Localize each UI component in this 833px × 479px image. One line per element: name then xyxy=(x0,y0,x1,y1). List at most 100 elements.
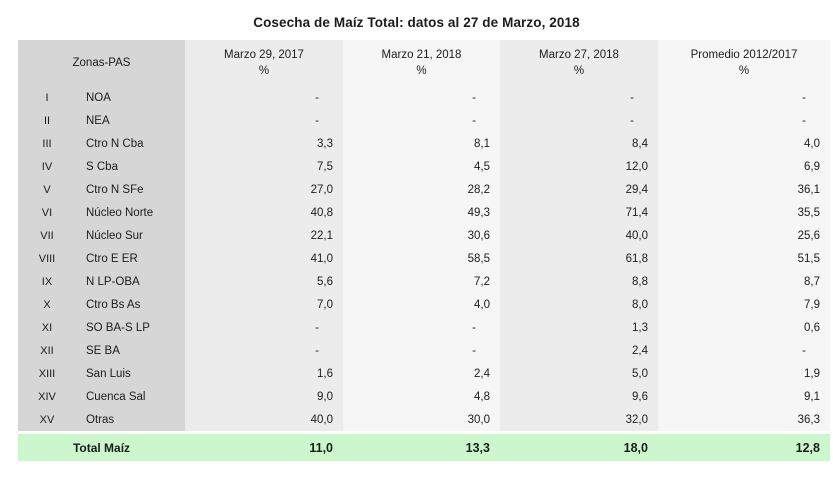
value-cell: 9,0 xyxy=(185,385,343,408)
value-cell: 7,5 xyxy=(185,155,343,178)
value-cell: 28,2 xyxy=(343,178,500,201)
zone-cell: II NEA xyxy=(18,109,185,132)
column-header-marzo-29-2017: Marzo 29, 2017 % xyxy=(185,40,343,86)
total-value-cell: 18,0 xyxy=(500,431,658,461)
zone-cell: VI Núcleo Norte xyxy=(18,201,185,224)
value-cell: 0,6 xyxy=(658,316,830,339)
value-cell: 30,6 xyxy=(343,224,500,247)
value-cell: 32,0 xyxy=(500,408,658,433)
value-cell: 2,4 xyxy=(500,339,658,362)
table-row: I NOA - - - - xyxy=(18,86,830,109)
total-value-cell: 11,0 xyxy=(185,431,343,461)
value-cell: - xyxy=(185,316,343,339)
zone-numeral: XIV xyxy=(38,390,56,403)
value-cell: 2,4 xyxy=(343,362,500,385)
value-cell: 8,4 xyxy=(500,132,658,155)
column-header-marzo-21-2018: Marzo 21, 2018 % xyxy=(343,40,500,86)
table-row: X Ctro Bs As 7,0 4,0 8,0 7,9 xyxy=(18,293,830,316)
total-label: Total Maíz xyxy=(18,431,185,461)
zone-name: Núcleo Sur xyxy=(86,229,143,242)
value-cell: 9,6 xyxy=(500,385,658,408)
value-cell: 7,0 xyxy=(185,293,343,316)
zone-name: N LP-OBA xyxy=(86,275,140,288)
zone-cell: XIII San Luis xyxy=(18,362,185,385)
zone-name: San Luis xyxy=(86,367,131,380)
total-value-cell: 13,3 xyxy=(343,431,500,461)
table-row: VIII Ctro E ER 41,0 58,5 61,8 51,5 xyxy=(18,247,830,270)
value-cell: 5,6 xyxy=(185,270,343,293)
value-cell: 4,8 xyxy=(343,385,500,408)
zone-numeral: XIII xyxy=(38,367,56,380)
value-cell: - xyxy=(658,86,830,109)
zone-numeral: VI xyxy=(41,206,53,219)
value-cell: - xyxy=(343,86,500,109)
value-cell: 36,3 xyxy=(658,408,830,433)
zone-cell: I NOA xyxy=(18,86,185,109)
value-cell: 1,9 xyxy=(658,362,830,385)
zone-numeral: II xyxy=(43,114,51,127)
value-cell: - xyxy=(500,86,658,109)
value-cell: 35,5 xyxy=(658,201,830,224)
value-cell: 8,0 xyxy=(500,293,658,316)
column-header-unit: % xyxy=(573,65,585,77)
column-header-label: Marzo 29, 2017 xyxy=(224,49,304,61)
harvest-table: Zonas-PAS Marzo 29, 2017 % Marzo 21, 201… xyxy=(18,40,830,461)
value-cell: 1,3 xyxy=(500,316,658,339)
table-row: VI Núcleo Norte 40,8 49,3 71,4 35,5 xyxy=(18,201,830,224)
value-cell: 9,1 xyxy=(658,385,830,408)
table-row: XII SE BA - - 2,4 - xyxy=(18,339,830,362)
zone-numeral: XII xyxy=(40,344,54,357)
value-cell: - xyxy=(658,339,830,362)
zone-cell: X Ctro Bs As xyxy=(18,293,185,316)
zone-cell: V Ctro N SFe xyxy=(18,178,185,201)
value-cell: 6,9 xyxy=(658,155,830,178)
zone-name: SO BA-S LP xyxy=(86,321,150,334)
table-row: XV Otras 40,0 30,0 32,0 36,3 xyxy=(18,408,830,433)
zone-numeral: III xyxy=(42,137,52,150)
value-cell: 49,3 xyxy=(343,201,500,224)
zone-name: Ctro E ER xyxy=(86,252,138,265)
value-cell: 58,5 xyxy=(343,247,500,270)
zone-cell: XIV Cuenca Sal xyxy=(18,385,185,408)
zone-numeral: I xyxy=(45,91,49,104)
value-cell: 4,5 xyxy=(343,155,500,178)
value-cell: - xyxy=(658,109,830,132)
zone-cell: XII SE BA xyxy=(18,339,185,362)
table-row: II NEA - - - - xyxy=(18,109,830,132)
column-header-label: Marzo 21, 2018 xyxy=(381,49,462,61)
table-row: VII Núcleo Sur 22,1 30,6 40,0 25,6 xyxy=(18,224,830,247)
zone-cell: VII Núcleo Sur xyxy=(18,224,185,247)
table-row: V Ctro N SFe 27,0 28,2 29,4 36,1 xyxy=(18,178,830,201)
value-cell: 5,0 xyxy=(500,362,658,385)
column-header-unit: % xyxy=(738,65,750,77)
table-row: XIV Cuenca Sal 9,0 4,8 9,6 9,1 xyxy=(18,385,830,408)
zones-header: Zonas-PAS xyxy=(18,40,185,86)
value-cell: - xyxy=(343,339,500,362)
value-cell: 22,1 xyxy=(185,224,343,247)
zone-cell: IX N LP-OBA xyxy=(18,270,185,293)
column-header-unit: % xyxy=(416,65,427,77)
column-header-label: Promedio 2012/2017 xyxy=(690,49,798,61)
value-cell: 7,2 xyxy=(343,270,500,293)
value-cell: 4,0 xyxy=(658,132,830,155)
value-cell: 4,0 xyxy=(343,293,500,316)
zone-name: Ctro N Cba xyxy=(86,137,144,150)
zone-cell: III Ctro N Cba xyxy=(18,132,185,155)
value-cell: 61,8 xyxy=(500,247,658,270)
zone-numeral: X xyxy=(43,298,51,311)
value-cell: 51,5 xyxy=(658,247,830,270)
value-cell: - xyxy=(500,109,658,132)
zone-cell: XV Otras xyxy=(18,408,185,433)
value-cell: 40,0 xyxy=(500,224,658,247)
value-cell: 30,0 xyxy=(343,408,500,433)
column-header-unit: % xyxy=(258,65,270,77)
zone-name: SE BA xyxy=(86,344,120,357)
value-cell: 12,0 xyxy=(500,155,658,178)
zone-cell: IV S Cba xyxy=(18,155,185,178)
zone-name: NOA xyxy=(86,91,111,104)
total-row: Total Maíz 11,0 13,3 18,0 12,8 xyxy=(18,431,830,461)
table-row: IV S Cba 7,5 4,5 12,0 6,9 xyxy=(18,155,830,178)
table-row: XI SO BA-S LP - - 1,3 0,6 xyxy=(18,316,830,339)
value-cell: 1,6 xyxy=(185,362,343,385)
value-cell: - xyxy=(185,109,343,132)
